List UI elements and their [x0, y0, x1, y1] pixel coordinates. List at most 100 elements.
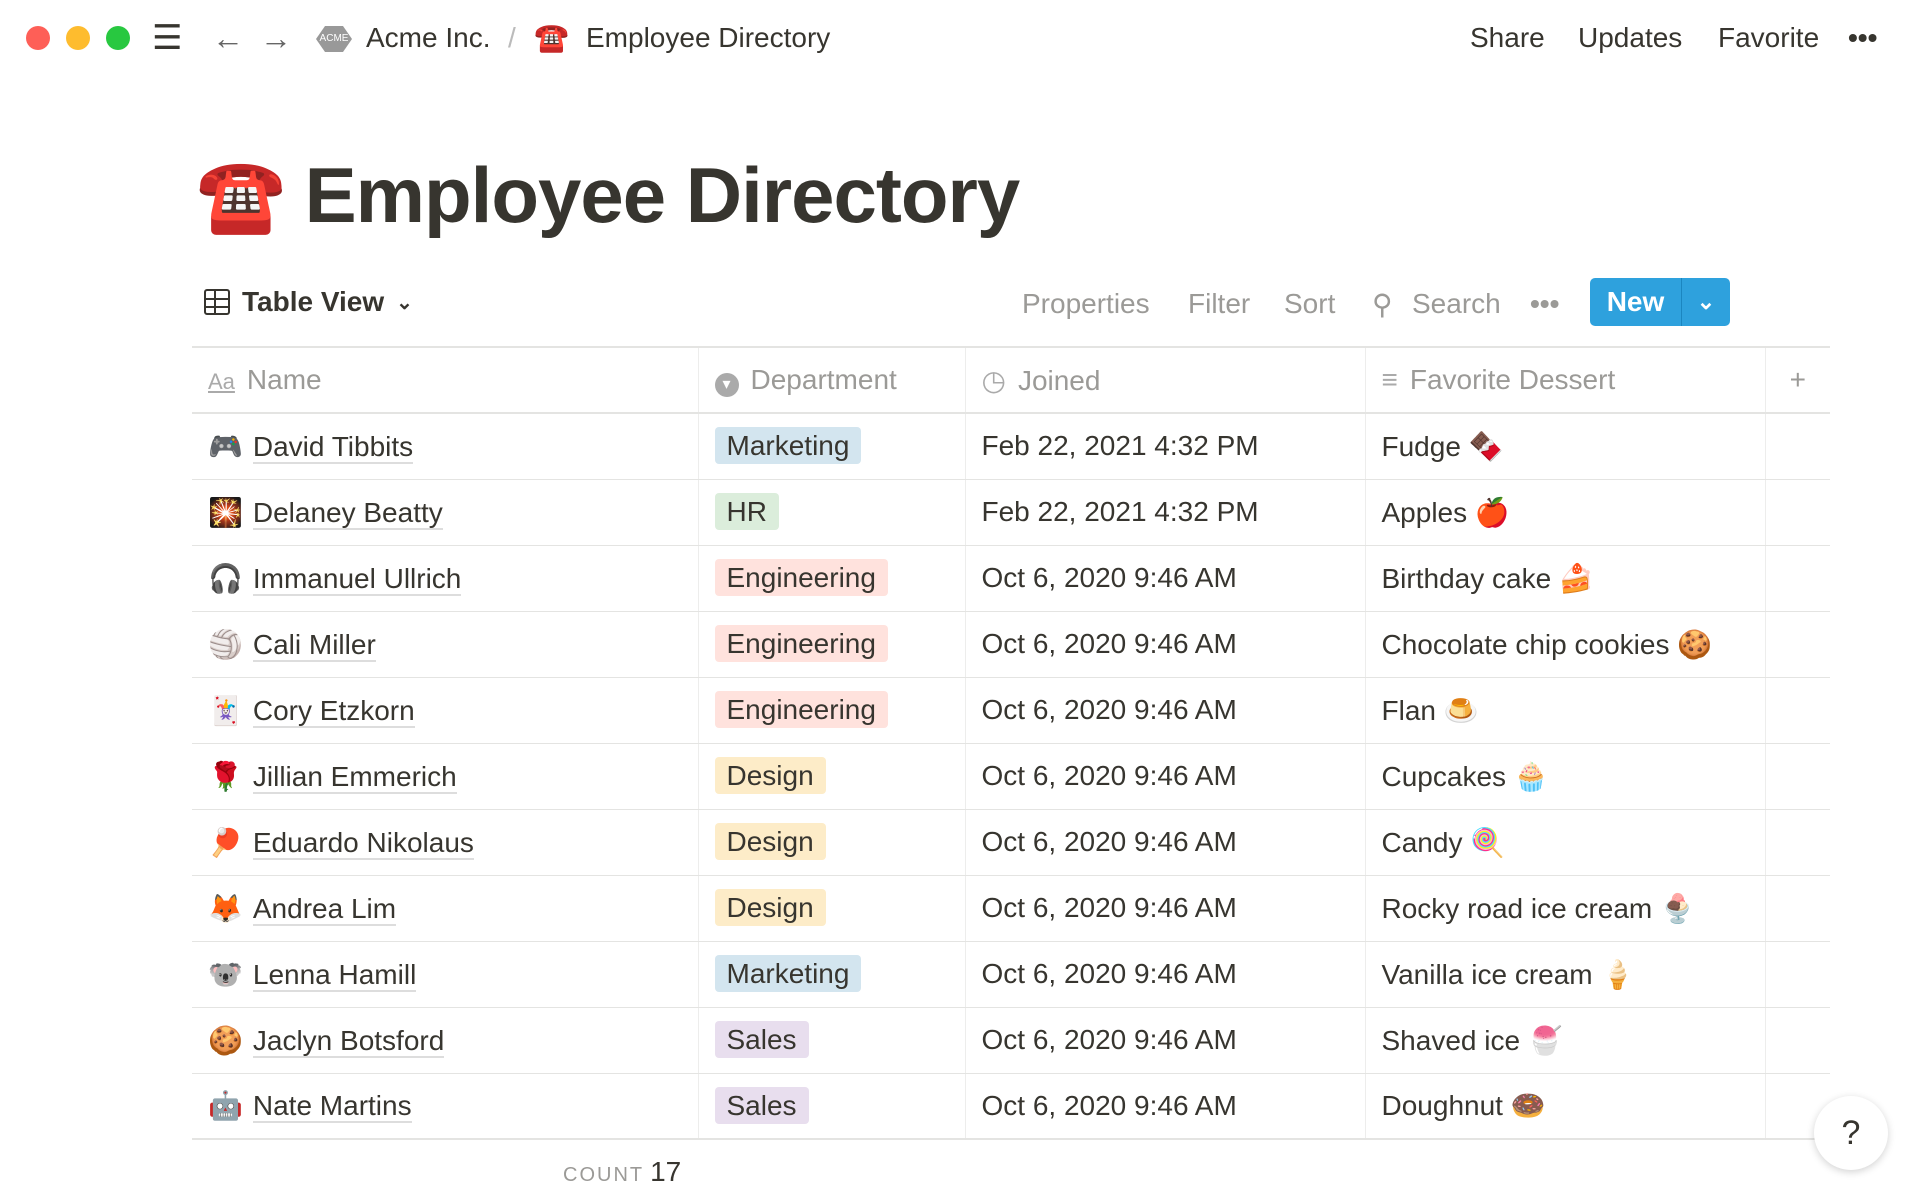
person-name[interactable]: Nate Martins: [252, 1090, 412, 1124]
name-cell[interactable]: 🐨 Lenna Hamill: [192, 941, 699, 1008]
table-row[interactable]: 🤖 Nate Martins Sales Oct 6, 2020 9:46 AM …: [192, 1073, 1830, 1140]
menu-icon[interactable]: ☰: [152, 19, 183, 57]
person-name[interactable]: Delaney Beatty: [252, 496, 443, 530]
table-row[interactable]: 🦊 Andrea Lim Design Oct 6, 2020 9:46 AM R…: [192, 875, 1830, 942]
person-name[interactable]: Eduardo Nikolaus: [252, 826, 474, 860]
page-title-text[interactable]: Employee Directory: [304, 151, 1021, 239]
name-cell[interactable]: 🦊 Andrea Lim: [192, 875, 699, 942]
column-header-department[interactable]: ▾ Department: [698, 346, 966, 414]
department-cell[interactable]: Design: [698, 743, 966, 810]
name-cell[interactable]: 🎮 David Tibbits: [192, 413, 699, 480]
person-name[interactable]: Immanuel Ullrich: [252, 562, 462, 596]
table-row[interactable]: 🃏 Cory Etzkorn Engineering Oct 6, 2020 9:…: [192, 677, 1830, 744]
dessert-cell[interactable]: Candy 🍭: [1365, 809, 1766, 876]
name-cell[interactable]: 🎧 Immanuel Ullrich: [192, 545, 699, 612]
share-button[interactable]: Share: [1470, 22, 1545, 53]
search-icon[interactable]: ⚲: [1372, 289, 1393, 320]
breadcrumb-workspace[interactable]: Acme Inc.: [366, 22, 491, 53]
dessert-cell[interactable]: Vanilla ice cream 🍦: [1365, 941, 1766, 1008]
dessert-cell[interactable]: Shaved ice 🍧: [1365, 1007, 1766, 1074]
favorite-button[interactable]: Favorite: [1718, 22, 1820, 53]
person-name[interactable]: Cali Miller: [252, 628, 376, 662]
updates-button[interactable]: Updates: [1578, 22, 1683, 53]
table-row[interactable]: 🐨 Lenna Hamill Marketing Oct 6, 2020 9:46…: [192, 941, 1830, 1008]
joined-cell[interactable]: Oct 6, 2020 9:46 AM: [965, 677, 1366, 744]
department-cell[interactable]: Marketing: [698, 413, 966, 480]
department-cell[interactable]: Design: [698, 875, 966, 942]
add-column-button[interactable]: +: [1765, 346, 1830, 414]
joined-cell[interactable]: Oct 6, 2020 9:46 AM: [965, 1007, 1366, 1074]
person-name[interactable]: Jaclyn Botsford: [252, 1024, 445, 1058]
filter-button[interactable]: Filter: [1188, 288, 1251, 319]
maximize-window-button[interactable]: [106, 26, 130, 50]
more-view-options-button[interactable]: •••: [1530, 288, 1560, 319]
joined-cell[interactable]: Oct 6, 2020 9:46 AM: [965, 941, 1366, 1008]
name-cell[interactable]: 🍪 Jaclyn Botsford: [192, 1007, 699, 1074]
help-button[interactable]: ?: [1814, 1096, 1888, 1170]
joined-cell[interactable]: Oct 6, 2020 9:46 AM: [965, 1073, 1366, 1140]
minimize-window-button[interactable]: [66, 26, 90, 50]
sort-button[interactable]: Sort: [1284, 288, 1336, 319]
department-cell[interactable]: Marketing: [698, 941, 966, 1008]
search-button[interactable]: Search: [1412, 288, 1501, 319]
column-label: Department: [750, 363, 897, 395]
dessert-cell[interactable]: Cupcakes 🧁: [1365, 743, 1766, 810]
name-cell[interactable]: 🎇 Delaney Beatty: [192, 479, 699, 546]
table-row[interactable]: 🌹 Jillian Emmerich Design Oct 6, 2020 9:4…: [192, 743, 1830, 810]
department-cell[interactable]: Sales: [698, 1007, 966, 1074]
joined-cell[interactable]: Oct 6, 2020 9:46 AM: [965, 875, 1366, 942]
new-button-label[interactable]: New: [1590, 278, 1682, 326]
person-name[interactable]: Cory Etzkorn: [252, 694, 415, 728]
person-name[interactable]: David Tibbits: [252, 430, 414, 464]
table-row[interactable]: 🏐 Cali Miller Engineering Oct 6, 2020 9:4…: [192, 611, 1830, 678]
forward-arrow-icon[interactable]: →: [260, 20, 292, 56]
table-row[interactable]: 🍪 Jaclyn Botsford Sales Oct 6, 2020 9:46 …: [192, 1007, 1830, 1074]
close-window-button[interactable]: [26, 26, 50, 50]
department-cell[interactable]: Engineering: [698, 545, 966, 612]
name-cell[interactable]: 🏐 Cali Miller: [192, 611, 699, 678]
department-tag: Design: [714, 823, 826, 860]
table-row[interactable]: 🏓 Eduardo Nikolaus Design Oct 6, 2020 9:4…: [192, 809, 1830, 876]
person-name[interactable]: Lenna Hamill: [252, 958, 417, 992]
joined-cell[interactable]: Oct 6, 2020 9:46 AM: [965, 809, 1366, 876]
table-row[interactable]: 🎮 David Tibbits Marketing Feb 22, 2021 4:…: [192, 413, 1830, 480]
department-cell[interactable]: Engineering: [698, 611, 966, 678]
name-cell[interactable]: 🏓 Eduardo Nikolaus: [192, 809, 699, 876]
dessert-cell[interactable]: Doughnut 🍩: [1365, 1073, 1766, 1140]
column-header-favorite-dessert[interactable]: ≡ Favorite Dessert: [1365, 346, 1766, 414]
dessert-cell[interactable]: Fudge 🍫: [1365, 413, 1766, 480]
dessert-cell[interactable]: Apples 🍎: [1365, 479, 1766, 546]
chevron-down-icon[interactable]: ⌄: [1696, 289, 1716, 314]
department-tag: Engineering: [714, 559, 888, 596]
name-cell[interactable]: 🤖 Nate Martins: [192, 1073, 699, 1140]
department-cell[interactable]: HR: [698, 479, 966, 546]
properties-button[interactable]: Properties: [1022, 288, 1150, 319]
dessert-cell[interactable]: Flan 🍮: [1365, 677, 1766, 744]
person-name[interactable]: Andrea Lim: [252, 892, 397, 926]
column-header-name[interactable]: Aa Name: [192, 346, 699, 414]
name-cell[interactable]: 🃏 Cory Etzkorn: [192, 677, 699, 744]
table-row[interactable]: 🎇 Delaney Beatty HR Feb 22, 2021 4:32 PM …: [192, 479, 1830, 546]
breadcrumb-page[interactable]: Employee Directory: [586, 22, 831, 53]
person-icon: 🦊: [208, 892, 243, 924]
dessert-cell[interactable]: Birthday cake 🍰: [1365, 545, 1766, 612]
department-cell[interactable]: Sales: [698, 1073, 966, 1140]
back-arrow-icon[interactable]: ←: [212, 20, 244, 56]
dessert-cell[interactable]: Rocky road ice cream 🍨: [1365, 875, 1766, 942]
count-summary[interactable]: COUNT 17: [563, 1156, 681, 1188]
name-cell[interactable]: 🌹 Jillian Emmerich: [192, 743, 699, 810]
table-row[interactable]: 🎧 Immanuel Ullrich Engineering Oct 6, 202…: [192, 545, 1830, 612]
joined-cell[interactable]: Feb 22, 2021 4:32 PM: [965, 413, 1366, 480]
joined-cell[interactable]: Oct 6, 2020 9:46 AM: [965, 545, 1366, 612]
joined-cell[interactable]: Oct 6, 2020 9:46 AM: [965, 611, 1366, 678]
more-options-button[interactable]: •••: [1848, 22, 1878, 53]
department-cell[interactable]: Engineering: [698, 677, 966, 744]
column-header-joined[interactable]: ◷ Joined: [965, 346, 1366, 414]
department-cell[interactable]: Design: [698, 809, 966, 876]
dessert-cell[interactable]: Chocolate chip cookies 🍪: [1365, 611, 1766, 678]
person-name[interactable]: Jillian Emmerich: [252, 760, 457, 794]
joined-cell[interactable]: Feb 22, 2021 4:32 PM: [965, 479, 1366, 546]
view-switcher[interactable]: Table View ⌄: [204, 286, 413, 318]
new-button[interactable]: New ⌄: [1590, 278, 1730, 326]
joined-cell[interactable]: Oct 6, 2020 9:46 AM: [965, 743, 1366, 810]
